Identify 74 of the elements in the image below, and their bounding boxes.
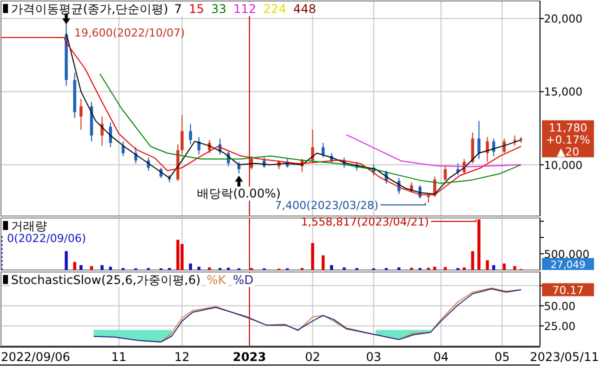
bar <box>100 265 104 270</box>
text: 70.17 <box>552 284 584 298</box>
annotation: 1,558,817(2023/04/21) <box>300 215 429 228</box>
text: 11,780 <box>548 121 588 134</box>
bar <box>80 265 83 270</box>
candlestick <box>477 120 480 160</box>
y-tick-label: 15,000 <box>544 86 582 99</box>
bar <box>433 266 436 270</box>
text: ▲20 <box>556 145 580 158</box>
text: 2022/09/06 <box>1 350 70 364</box>
annotation: 19,600(2022/10/07) <box>74 26 185 40</box>
text: %D <box>232 273 254 287</box>
bar <box>486 260 489 270</box>
candlestick <box>513 135 516 146</box>
line-series <box>99 73 522 184</box>
bar <box>108 266 112 270</box>
text: 112 <box>233 2 256 16</box>
bar <box>90 266 94 270</box>
bar <box>462 267 466 270</box>
y-tick-label: 10,000 <box>544 158 582 172</box>
x-tick-label: 2023 <box>232 350 266 364</box>
candlestick <box>471 132 474 164</box>
text: 27,049 <box>550 260 586 271</box>
annotation: 224 <box>263 2 286 16</box>
bar <box>342 267 346 270</box>
candlestick <box>180 114 184 156</box>
bar <box>188 264 192 270</box>
x-tick-label: 02 <box>304 350 320 364</box>
bar <box>513 266 516 270</box>
x-tick-label: 04 <box>433 350 449 364</box>
text: 33 <box>211 2 226 16</box>
candlestick <box>486 136 489 162</box>
line-series <box>346 134 522 168</box>
chart-title: StochasticSlow(25,6,가중이평,6) <box>11 273 201 287</box>
bar <box>73 262 76 270</box>
x-tick-label: 12 <box>174 350 190 364</box>
text: 2023/05/11 <box>530 350 599 364</box>
chart-title: 가격이동평균(종가,단순이평) <box>11 2 168 16</box>
bar <box>477 219 480 270</box>
annotation: 7,400(2023/03/28) <box>274 198 378 212</box>
bar <box>176 240 180 270</box>
bar <box>180 244 184 270</box>
chart-title: 거래량 <box>11 219 47 233</box>
text: 7 <box>174 2 182 16</box>
candlestick <box>444 166 447 182</box>
candlestick <box>188 123 192 145</box>
x-tick-label: 11 <box>111 350 127 364</box>
text: +0.17% <box>546 133 590 146</box>
x-tick-label: 03 <box>366 350 382 364</box>
y-tick-label: 500,000 <box>544 248 590 261</box>
annotation: 배당락(0.00%) <box>197 186 281 201</box>
bar <box>330 265 334 270</box>
y-tick-label: 25.00 <box>544 320 576 333</box>
bar <box>444 267 447 270</box>
text: 15 <box>188 2 204 16</box>
bar <box>502 264 506 270</box>
bar <box>197 266 200 270</box>
bar <box>492 265 496 270</box>
candlestick <box>80 98 83 130</box>
candlestick <box>122 140 125 157</box>
y-tick-label: 50.00 <box>544 300 576 313</box>
annotation: 0(2022/09/06) <box>7 232 86 245</box>
candlestick <box>108 122 112 148</box>
bar <box>397 267 400 270</box>
y-tick-label: 20,000 <box>544 12 582 26</box>
x-tick-label: 05 <box>494 350 510 364</box>
bar <box>208 267 211 270</box>
bar <box>471 251 474 270</box>
candlestick <box>322 142 325 158</box>
annotation: 448 <box>293 2 316 16</box>
bar <box>322 255 325 270</box>
bar <box>64 251 68 270</box>
bar <box>311 243 314 270</box>
series-label: %K <box>206 273 227 287</box>
